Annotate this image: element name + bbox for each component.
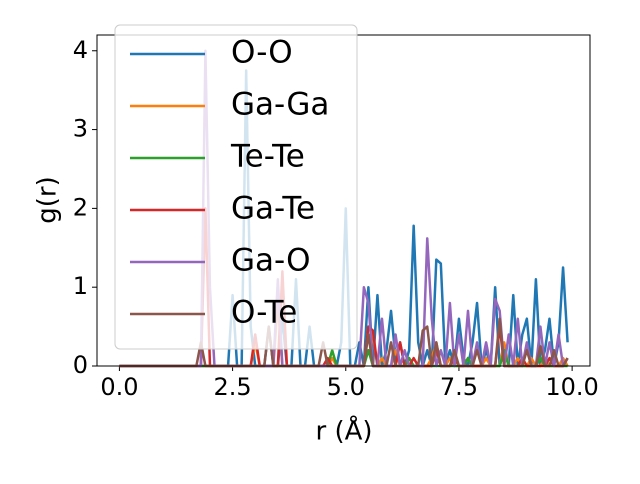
x-tick-label: 2.5 — [214, 373, 252, 401]
legend-label: Ga-O — [231, 243, 310, 279]
y-tick-label: 2 — [73, 193, 88, 221]
legend-label: Ga-Te — [231, 191, 315, 227]
y-tick-label: 4 — [73, 36, 88, 64]
x-tick-label: 5.0 — [327, 373, 365, 401]
legend-label: O-O — [231, 35, 293, 71]
y-axis-label: g(r) — [33, 176, 63, 223]
y-tick-label: 3 — [73, 115, 88, 143]
legend-label: Ga-Ga — [231, 87, 329, 123]
legend-label: Te-Te — [230, 139, 305, 175]
x-tick-label: 0.0 — [100, 373, 138, 401]
x-tick-label: 10.0 — [545, 373, 598, 401]
x-axis-label: r (Å) — [315, 415, 372, 447]
y-tick-label: 1 — [73, 272, 88, 300]
legend-label: O-Te — [231, 295, 297, 331]
y-tick-label: 0 — [73, 351, 88, 379]
x-tick-label: 7.5 — [440, 373, 478, 401]
